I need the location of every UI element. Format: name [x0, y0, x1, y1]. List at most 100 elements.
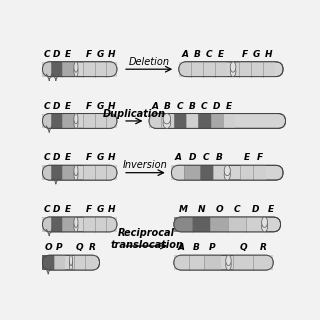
Bar: [253, 255, 273, 270]
Bar: [215, 62, 227, 76]
Text: O: O: [44, 243, 52, 252]
FancyBboxPatch shape: [43, 255, 100, 270]
Bar: [184, 165, 200, 180]
Bar: [253, 165, 266, 180]
Text: F: F: [86, 50, 92, 59]
Bar: [84, 217, 95, 232]
Bar: [106, 114, 117, 128]
Bar: [189, 255, 204, 270]
Text: B: B: [164, 101, 171, 111]
Bar: [161, 114, 174, 128]
Bar: [192, 217, 210, 232]
Bar: [95, 62, 106, 76]
FancyBboxPatch shape: [43, 165, 117, 180]
Text: M: M: [179, 205, 188, 214]
Bar: [246, 217, 265, 232]
Bar: [106, 62, 117, 76]
Text: D: D: [53, 153, 60, 162]
Bar: [172, 165, 184, 180]
Bar: [251, 62, 263, 76]
Ellipse shape: [262, 217, 268, 228]
Bar: [240, 165, 253, 180]
Bar: [186, 114, 198, 128]
Bar: [43, 255, 54, 270]
Bar: [213, 165, 226, 180]
Bar: [62, 114, 76, 128]
Bar: [106, 217, 117, 232]
FancyBboxPatch shape: [149, 114, 285, 128]
Bar: [239, 62, 251, 76]
Text: E: E: [268, 205, 274, 214]
Ellipse shape: [224, 170, 230, 180]
Text: D: D: [53, 205, 60, 214]
Text: Reciprocal
translocation: Reciprocal translocation: [110, 228, 183, 250]
Bar: [54, 255, 65, 270]
Text: C: C: [203, 153, 210, 162]
FancyBboxPatch shape: [43, 114, 117, 128]
Text: B: B: [194, 50, 200, 59]
Text: B: B: [193, 243, 200, 252]
Text: F: F: [86, 153, 92, 162]
Bar: [43, 62, 52, 76]
Text: Inversion: Inversion: [123, 160, 168, 170]
Bar: [43, 217, 52, 232]
Ellipse shape: [74, 66, 78, 76]
Text: H: H: [108, 50, 115, 59]
Bar: [179, 62, 191, 76]
Bar: [43, 165, 52, 180]
FancyBboxPatch shape: [179, 62, 283, 76]
Text: C: C: [44, 205, 50, 214]
Text: Q: Q: [76, 243, 84, 252]
Text: O: O: [215, 205, 223, 214]
Bar: [62, 62, 76, 76]
Ellipse shape: [163, 118, 171, 128]
Text: F: F: [86, 205, 92, 214]
Text: R: R: [260, 243, 267, 252]
Text: D: D: [53, 101, 60, 111]
FancyBboxPatch shape: [174, 217, 281, 232]
Ellipse shape: [163, 114, 171, 124]
Bar: [52, 165, 62, 180]
Text: A: A: [174, 153, 181, 162]
Bar: [263, 62, 275, 76]
Text: G: G: [96, 50, 104, 59]
Bar: [200, 165, 213, 180]
Bar: [204, 255, 221, 270]
Bar: [52, 114, 62, 128]
Bar: [191, 62, 203, 76]
Ellipse shape: [262, 221, 268, 232]
Bar: [198, 114, 211, 128]
Text: D: D: [53, 50, 60, 59]
Text: E: E: [64, 101, 70, 111]
Bar: [234, 255, 253, 270]
Ellipse shape: [74, 165, 78, 176]
Bar: [174, 255, 189, 270]
Bar: [52, 62, 62, 76]
Text: G: G: [96, 101, 104, 111]
Text: E: E: [244, 153, 250, 162]
Bar: [211, 114, 223, 128]
Text: G: G: [96, 153, 104, 162]
Text: G: G: [96, 205, 104, 214]
Bar: [95, 114, 106, 128]
Ellipse shape: [74, 118, 78, 128]
Text: D: D: [188, 153, 196, 162]
Text: F: F: [242, 50, 248, 59]
Text: H: H: [265, 50, 273, 59]
Ellipse shape: [226, 255, 231, 266]
Bar: [62, 217, 76, 232]
Text: Q: Q: [240, 243, 247, 252]
Text: D: D: [213, 101, 220, 111]
Bar: [85, 255, 97, 270]
Text: E: E: [64, 153, 70, 162]
Ellipse shape: [69, 260, 73, 270]
Text: H: H: [108, 205, 115, 214]
FancyBboxPatch shape: [43, 62, 117, 76]
Bar: [106, 165, 117, 180]
Bar: [174, 114, 186, 128]
Text: G: G: [253, 50, 260, 59]
Bar: [95, 165, 106, 180]
Ellipse shape: [224, 165, 230, 176]
Bar: [62, 165, 76, 180]
Bar: [223, 114, 235, 128]
